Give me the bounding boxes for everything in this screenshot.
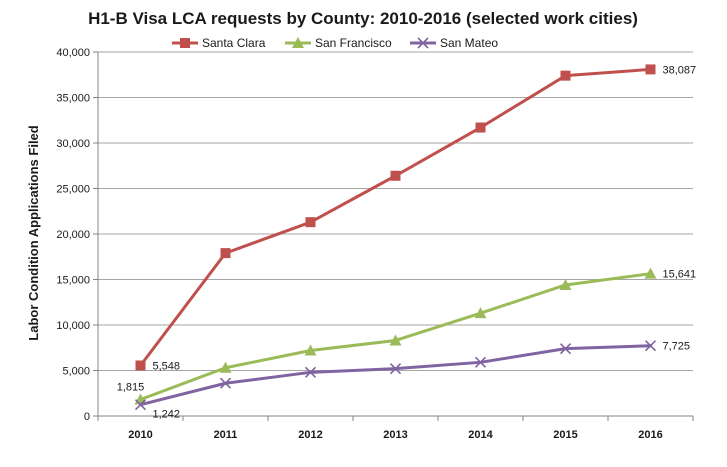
data-point-san-mateo: [644, 340, 657, 352]
marker-stroke: [219, 377, 232, 389]
legend-item-san-francisco: San Francisco: [285, 36, 392, 50]
data-point-san-francisco: [644, 267, 657, 279]
marker-stroke: [417, 37, 429, 49]
y-tick-label: 25,000: [56, 184, 90, 196]
data-point-santa-clara: [220, 248, 231, 259]
data-point-santa-clara: [390, 170, 401, 181]
data-point-santa-clara: [645, 64, 656, 75]
y-tick-label: 5,000: [62, 366, 90, 378]
x-tick-label: 2013: [383, 429, 407, 441]
legend-label: San Mateo: [440, 36, 498, 50]
data-point-santa-clara: [305, 217, 316, 228]
data-label-san-mateo: 7,725: [663, 341, 691, 353]
data-point-san-mateo: [219, 377, 232, 389]
data-point-san-mateo: [134, 399, 147, 411]
marker-stroke: [559, 343, 572, 355]
legend-label: San Francisco: [315, 36, 392, 50]
data-point-san-mateo: [474, 356, 487, 368]
y-tick-label: 30,000: [56, 138, 90, 150]
marker-stroke: [474, 356, 487, 368]
data-label-santa-clara: 38,087: [663, 64, 697, 76]
data-point-san-francisco: [474, 307, 487, 319]
y-tick-label: 10,000: [56, 320, 90, 332]
legend-marker: [292, 37, 304, 48]
data-label-san-francisco: 1,815: [117, 381, 145, 393]
series-san-francisco: [134, 267, 657, 405]
data-label-san-mateo: 1,242: [153, 409, 181, 421]
series-san-mateo: [134, 340, 657, 411]
data-point-san-francisco: [559, 278, 572, 290]
chart-title: H1-B Visa LCA requests by County: 2010-2…: [88, 9, 638, 28]
y-tick-label: 35,000: [56, 93, 90, 105]
y-tick-label: 15,000: [56, 275, 90, 287]
marker-stroke: [134, 399, 147, 411]
x-tick-label: 2014: [468, 429, 493, 441]
data-point-san-francisco: [389, 334, 402, 346]
x-tick-label: 2012: [298, 429, 322, 441]
gridlines: [98, 51, 693, 371]
data-label-san-francisco: 15,641: [663, 269, 697, 281]
data-point-san-mateo: [304, 366, 317, 378]
y-tick-label: 20,000: [56, 229, 90, 241]
data-point-santa-clara: [475, 122, 486, 133]
data-point-san-mateo: [389, 363, 402, 375]
data-labels: 5,548 38,087 1,815 15,641 1,242 7,725: [117, 64, 696, 420]
axes: 0 5,000 10,000 15,000 20,000 25,000 30,000 35,0…: [56, 47, 694, 441]
marker-stroke: [389, 363, 402, 375]
series-santa-clara: [135, 64, 656, 371]
marker-stroke: [304, 366, 317, 378]
x-tick-label: 2010: [128, 429, 152, 441]
data-label-santa-clara: 5,548: [153, 361, 181, 373]
legend: Santa Clara San Francisco San Mateo: [172, 36, 498, 50]
x-tick-label: 2016: [638, 429, 662, 441]
data-point-san-mateo: [559, 343, 572, 355]
data-point-santa-clara: [135, 360, 146, 371]
x-tick-label: 2015: [553, 429, 577, 441]
legend-item-santa-clara: Santa Clara: [172, 36, 266, 50]
x-tick-label: 2011: [214, 429, 238, 441]
y-tick-label: 40,000: [56, 47, 90, 59]
y-axis-label: Labor Condition Applications Filed: [26, 125, 41, 341]
data-point-san-francisco: [304, 344, 317, 356]
legend-marker: [180, 38, 190, 48]
y-tick-label: 0: [84, 411, 90, 423]
data-point-san-francisco: [219, 361, 232, 373]
legend-item-san-mateo: San Mateo: [410, 36, 498, 50]
data-point-santa-clara: [560, 70, 571, 81]
series-group: [134, 64, 657, 411]
marker-stroke: [644, 340, 657, 352]
legend-label: Santa Clara: [202, 36, 266, 50]
legend-marker: [417, 37, 429, 49]
